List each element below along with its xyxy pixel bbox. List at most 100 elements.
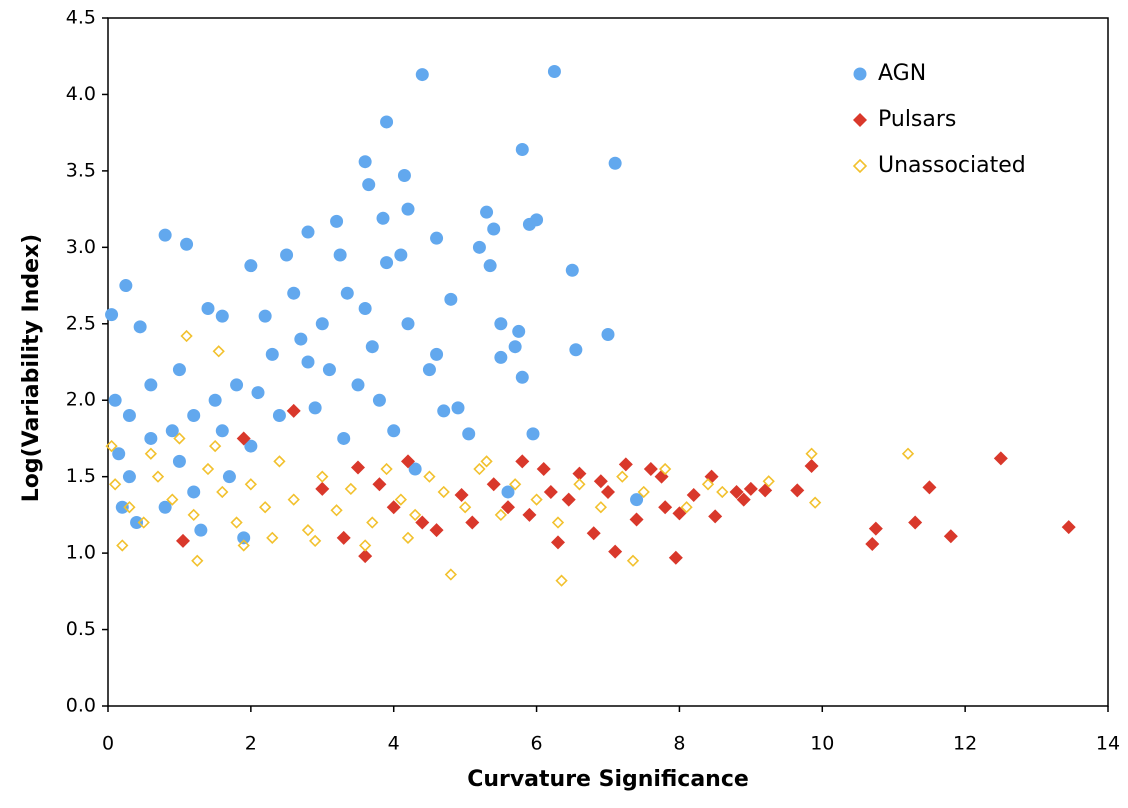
x-tick-label: 14 — [1096, 733, 1120, 755]
point — [259, 501, 272, 514]
point — [133, 320, 147, 334]
point — [459, 501, 472, 514]
point — [736, 492, 751, 507]
point — [351, 460, 365, 475]
point — [451, 401, 465, 415]
point — [401, 202, 415, 216]
point — [237, 539, 250, 552]
point — [286, 403, 301, 418]
point — [173, 432, 186, 445]
x-tick-label: 0 — [102, 733, 114, 755]
point — [330, 214, 344, 228]
point — [380, 462, 393, 476]
point — [601, 327, 615, 341]
point — [565, 263, 579, 277]
point — [330, 504, 343, 517]
y-axis-title: Log(Variability Index) — [19, 234, 44, 503]
point — [208, 393, 222, 407]
point — [359, 539, 372, 552]
point — [494, 350, 508, 364]
point — [608, 544, 623, 559]
point — [301, 524, 315, 537]
point — [201, 462, 215, 476]
point — [465, 515, 480, 530]
series-1 — [176, 403, 1076, 565]
point — [573, 478, 586, 491]
point — [258, 309, 272, 323]
point — [408, 462, 422, 476]
point — [530, 493, 543, 506]
point — [658, 500, 673, 515]
point — [122, 470, 136, 484]
point — [337, 431, 351, 445]
point — [509, 478, 522, 491]
point — [594, 501, 607, 514]
point — [105, 308, 119, 322]
point — [322, 363, 336, 377]
point — [358, 155, 372, 169]
point — [943, 529, 958, 544]
point — [462, 427, 476, 441]
point — [172, 454, 186, 468]
point — [526, 427, 540, 441]
point — [237, 531, 251, 545]
point — [215, 424, 229, 438]
point — [273, 455, 286, 468]
point — [536, 462, 551, 477]
point — [422, 363, 436, 377]
point — [315, 317, 329, 331]
y-tick-label: 2.0 — [66, 389, 96, 411]
point — [643, 462, 658, 477]
point — [176, 533, 190, 548]
legend-marker — [852, 158, 868, 174]
point — [115, 500, 129, 514]
point — [333, 248, 347, 262]
point — [993, 451, 1008, 466]
point — [230, 378, 244, 392]
point — [680, 501, 693, 514]
point — [637, 485, 650, 499]
point — [515, 142, 529, 156]
x-tick-label: 2 — [245, 733, 257, 755]
point — [415, 68, 429, 82]
y-tick-label: 2.5 — [66, 312, 96, 334]
point — [437, 404, 451, 418]
point — [501, 500, 515, 515]
legend-marker — [853, 113, 867, 127]
point — [287, 286, 301, 300]
point — [551, 516, 565, 529]
point — [729, 484, 744, 499]
point — [805, 447, 818, 460]
series-2 — [105, 329, 915, 587]
point — [494, 317, 508, 331]
plot-frame — [107, 17, 1109, 707]
point — [437, 485, 450, 499]
point — [616, 470, 629, 483]
point — [415, 515, 430, 530]
legend-label: AGN — [878, 61, 926, 86]
point — [251, 386, 265, 400]
point — [180, 237, 194, 251]
point — [362, 178, 376, 192]
point — [561, 492, 576, 507]
point — [386, 500, 401, 515]
point — [201, 301, 215, 315]
point — [308, 401, 322, 415]
y-tick-label: 1.5 — [66, 465, 96, 487]
point — [130, 516, 144, 530]
point — [454, 488, 469, 503]
x-tick-label: 12 — [953, 733, 977, 755]
point — [187, 508, 200, 522]
point — [483, 259, 497, 273]
point — [215, 309, 229, 323]
y-tick-label: 3.0 — [66, 236, 96, 258]
point — [112, 447, 126, 461]
series-0 — [105, 65, 644, 545]
point — [266, 531, 279, 544]
point — [401, 317, 415, 331]
point — [301, 355, 315, 369]
point — [659, 462, 672, 476]
point — [501, 485, 515, 499]
point — [865, 536, 880, 551]
point — [508, 340, 522, 354]
